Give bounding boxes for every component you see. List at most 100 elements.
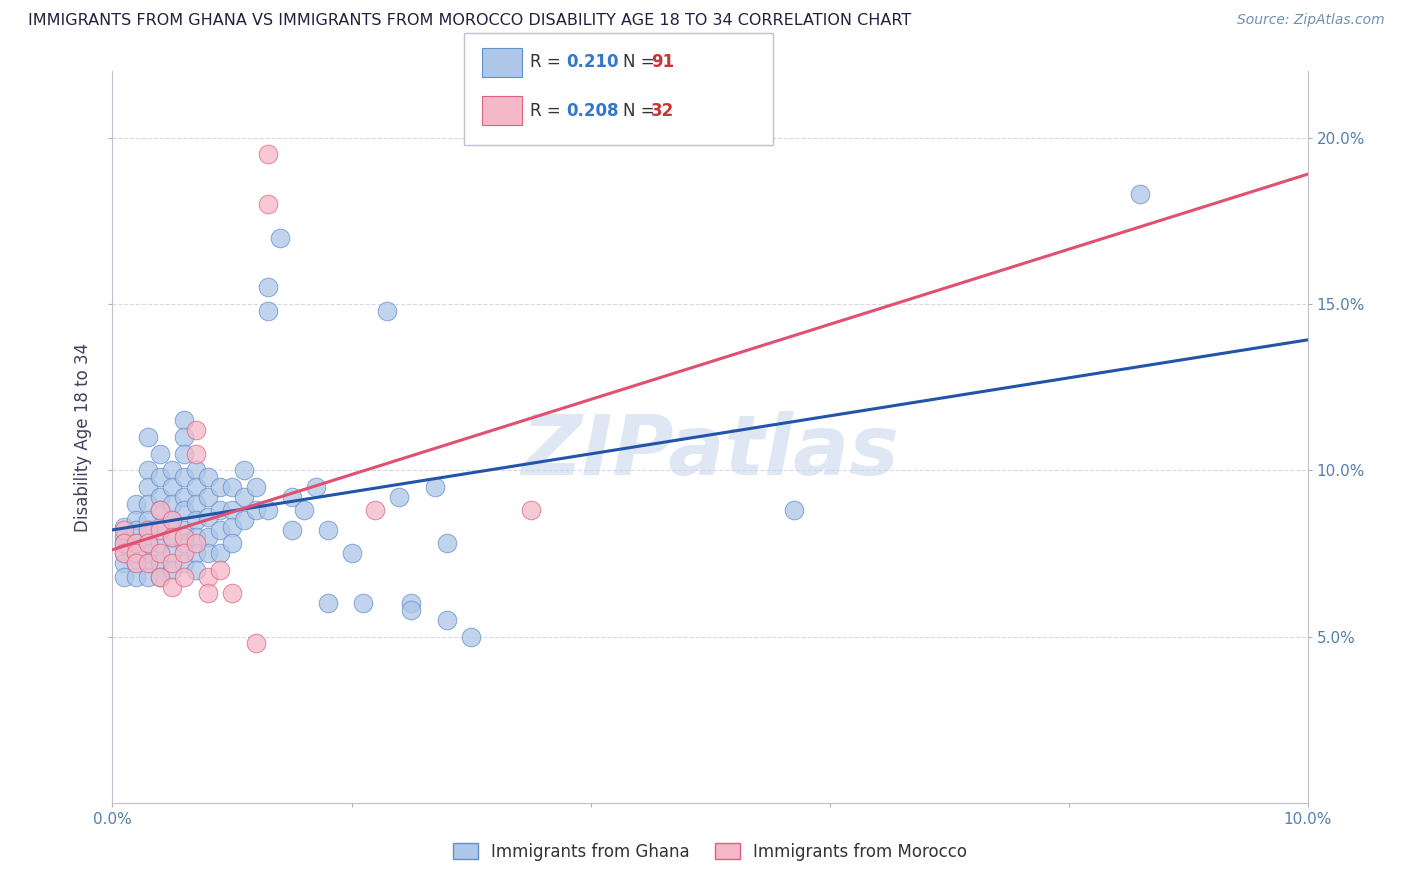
Point xyxy=(149,570,172,584)
Point xyxy=(186,424,208,438)
Y-axis label: Disability Age 18 to 34: Disability Age 18 to 34 xyxy=(75,343,93,532)
Point xyxy=(125,570,148,584)
Point xyxy=(783,503,806,517)
Point xyxy=(233,463,256,477)
Point xyxy=(209,563,232,577)
Point xyxy=(173,490,195,504)
Point xyxy=(233,513,256,527)
Point xyxy=(221,480,243,494)
Point xyxy=(353,596,375,610)
Point xyxy=(149,546,172,560)
Point xyxy=(114,530,135,544)
Legend: Immigrants from Ghana, Immigrants from Morocco: Immigrants from Ghana, Immigrants from M… xyxy=(446,837,974,868)
Text: 32: 32 xyxy=(651,102,675,120)
Point xyxy=(245,503,267,517)
Point xyxy=(209,480,232,494)
Point xyxy=(138,513,160,527)
Point xyxy=(114,557,135,571)
Point xyxy=(173,430,195,444)
Point xyxy=(173,413,195,427)
Point xyxy=(197,470,219,484)
Text: 91: 91 xyxy=(651,54,673,71)
Point xyxy=(162,530,183,544)
Point xyxy=(125,557,148,571)
Point xyxy=(149,503,172,517)
Point xyxy=(221,520,243,534)
Point xyxy=(173,536,195,550)
Point xyxy=(377,303,399,318)
Point xyxy=(162,557,183,571)
Point xyxy=(460,630,482,644)
Point xyxy=(125,546,148,560)
Point xyxy=(173,570,195,584)
Point xyxy=(186,530,208,544)
Text: 0.208: 0.208 xyxy=(567,102,619,120)
Point xyxy=(173,530,195,544)
Point xyxy=(125,523,148,537)
Point xyxy=(281,490,304,504)
Point xyxy=(149,557,172,571)
Point xyxy=(186,546,208,560)
Point xyxy=(149,536,172,550)
Point xyxy=(186,536,208,550)
Point xyxy=(162,563,183,577)
Point xyxy=(173,546,195,560)
Point xyxy=(401,596,423,610)
Text: N =: N = xyxy=(623,54,659,71)
Point xyxy=(186,463,208,477)
Point xyxy=(221,536,243,550)
Point xyxy=(401,603,423,617)
Point xyxy=(173,503,195,517)
Text: ZIPatlas: ZIPatlas xyxy=(522,411,898,492)
Point xyxy=(197,490,219,504)
Point xyxy=(197,570,219,584)
Point xyxy=(149,520,172,534)
Point xyxy=(149,570,172,584)
Point xyxy=(186,513,208,527)
Point xyxy=(149,490,172,504)
Point xyxy=(162,463,183,477)
Point xyxy=(245,480,267,494)
Text: IMMIGRANTS FROM GHANA VS IMMIGRANTS FROM MOROCCO DISABILITY AGE 18 TO 34 CORRELA: IMMIGRANTS FROM GHANA VS IMMIGRANTS FROM… xyxy=(28,13,911,29)
Point xyxy=(209,546,232,560)
Point xyxy=(269,230,291,244)
Point xyxy=(162,580,183,594)
Point xyxy=(149,470,172,484)
Point xyxy=(149,503,172,517)
Point xyxy=(138,430,160,444)
Point xyxy=(149,447,172,461)
Point xyxy=(197,509,219,524)
Point xyxy=(162,497,183,511)
Point xyxy=(292,503,315,517)
Point xyxy=(281,523,304,537)
Point xyxy=(162,546,183,560)
Point xyxy=(316,596,339,610)
Point xyxy=(221,503,243,517)
Point xyxy=(125,536,148,550)
Point xyxy=(114,536,135,550)
Point xyxy=(162,530,183,544)
Point xyxy=(197,530,219,544)
Text: N =: N = xyxy=(623,102,659,120)
Point xyxy=(520,503,543,517)
Point xyxy=(138,546,160,560)
Point xyxy=(436,613,458,627)
Point xyxy=(173,470,195,484)
Point xyxy=(138,523,160,537)
Point xyxy=(305,480,328,494)
Point xyxy=(125,546,148,560)
Point xyxy=(162,513,183,527)
Point xyxy=(209,523,232,537)
Point xyxy=(197,586,219,600)
Point xyxy=(257,197,280,211)
Point xyxy=(245,636,267,650)
Point xyxy=(364,503,387,517)
Point xyxy=(186,563,208,577)
Point xyxy=(138,463,160,477)
Point xyxy=(340,546,363,560)
Point xyxy=(173,523,195,537)
Point xyxy=(114,570,135,584)
Point xyxy=(436,536,458,550)
Point xyxy=(316,523,339,537)
Point xyxy=(425,480,447,494)
